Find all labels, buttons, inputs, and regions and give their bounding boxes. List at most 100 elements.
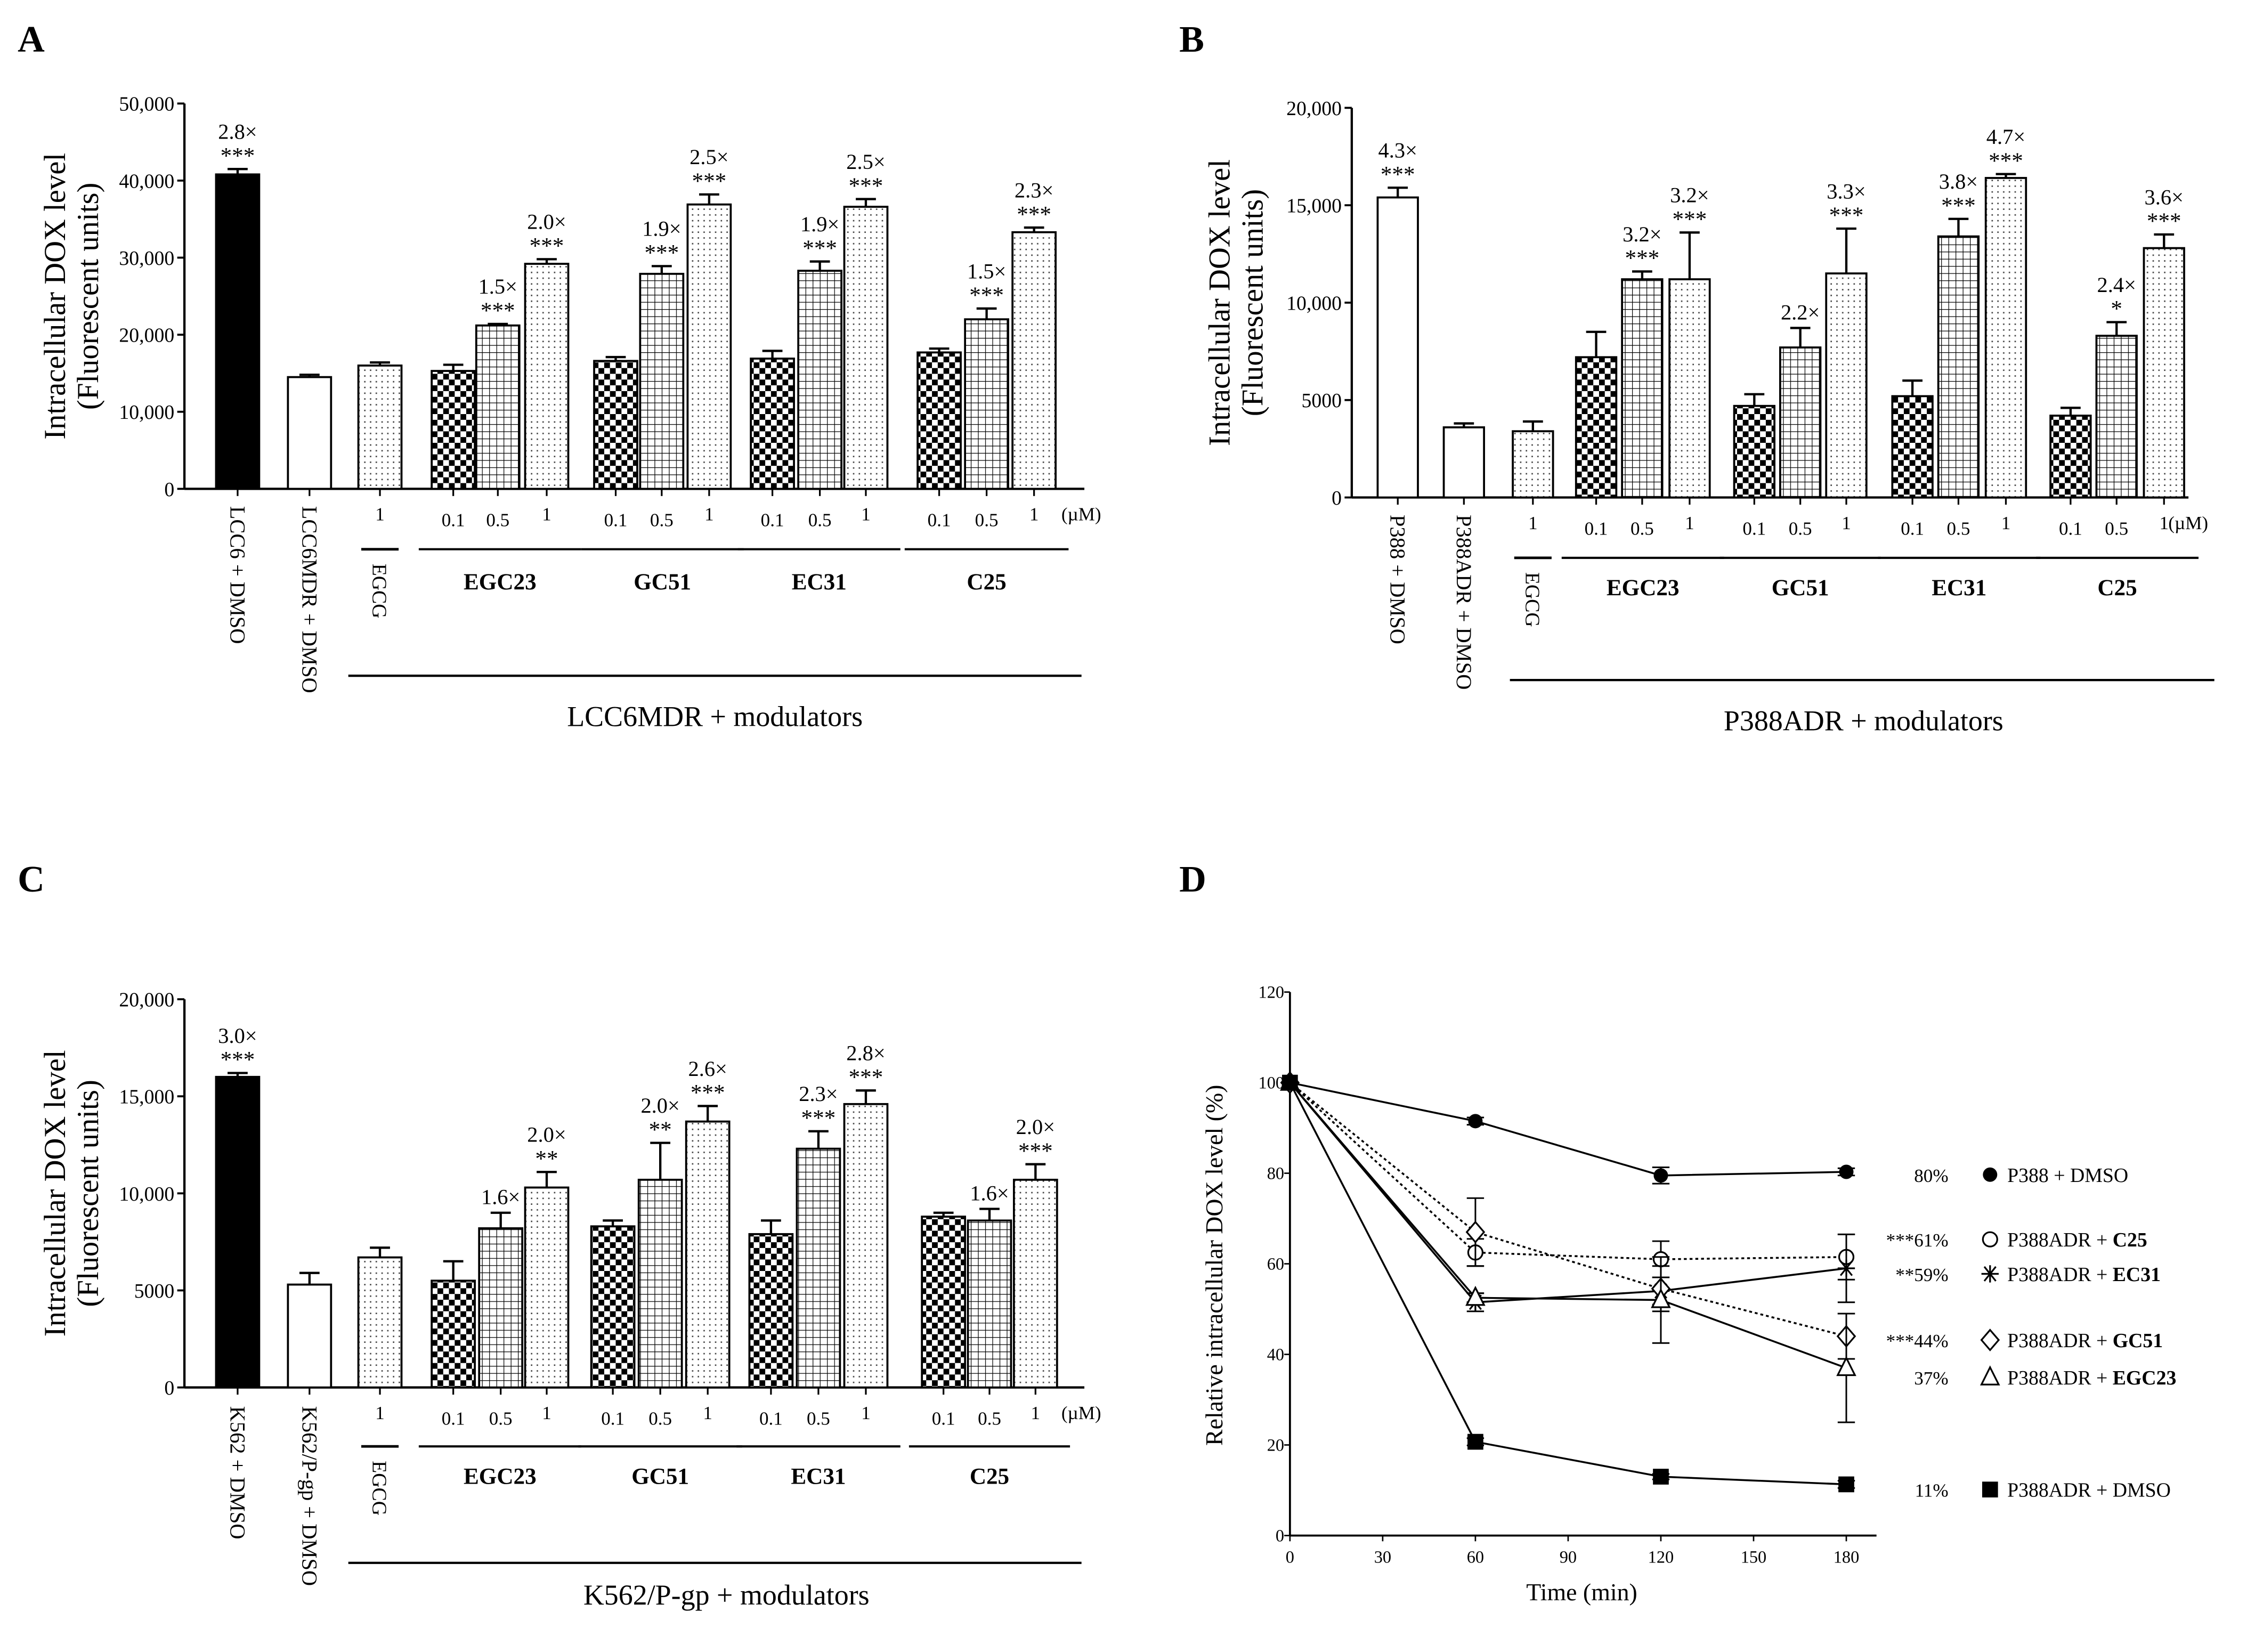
percent-value: 61% bbox=[1914, 1230, 1948, 1251]
significance-label: *** bbox=[530, 234, 564, 259]
bar bbox=[357, 365, 403, 490]
modulators-caption: P388ADR + modulators bbox=[1724, 705, 2003, 737]
significance-label: ** bbox=[1895, 1265, 1914, 1285]
group-label: EC31 bbox=[791, 1464, 846, 1489]
dose-label: 1 bbox=[861, 1403, 871, 1423]
asterisk-marker bbox=[1837, 1259, 1855, 1277]
y-tick-label: 5000 bbox=[134, 1280, 175, 1302]
bar bbox=[1937, 235, 1980, 499]
y-tick-label: 20,000 bbox=[119, 325, 174, 347]
group-label: EGCG bbox=[368, 1461, 391, 1516]
significance-label: *** bbox=[1625, 246, 1660, 271]
dose-label: 0.1 bbox=[2059, 519, 2082, 539]
modulators-caption: K562/P-gp + modulators bbox=[583, 1579, 870, 1611]
y-tick-label: 0 bbox=[1332, 487, 1342, 509]
percent-value: 80% bbox=[1914, 1165, 1948, 1186]
fold-change-label: 2.4× bbox=[2097, 273, 2136, 297]
y-tick-label: 120 bbox=[1259, 983, 1285, 1002]
panel-label-d: D bbox=[1179, 859, 1206, 900]
significance-label: *** bbox=[1381, 162, 1415, 187]
significance-label: *** bbox=[1829, 203, 1864, 228]
filled-square-marker bbox=[1467, 1434, 1483, 1450]
dose-label: 0.1 bbox=[761, 509, 784, 530]
dose-label: 1 bbox=[542, 504, 551, 525]
dose-label: 1 bbox=[1528, 513, 1538, 533]
significance-label: *** bbox=[221, 1048, 255, 1073]
legend-name-bold: GC51 bbox=[2113, 1330, 2163, 1352]
fold-change-label: 4.7× bbox=[1986, 125, 2025, 149]
significance-label: *** bbox=[481, 298, 515, 323]
series-p388adr-egc23 bbox=[1280, 1071, 1856, 1423]
bar bbox=[431, 1280, 476, 1389]
y-tick-label: 0 bbox=[1276, 1526, 1284, 1545]
significance-label: *** bbox=[1673, 207, 1707, 232]
fold-change-label: 3.0× bbox=[218, 1024, 257, 1048]
dose-label: 0.5 bbox=[2105, 519, 2128, 539]
group-label: EC31 bbox=[1932, 576, 1986, 601]
x-tick-label: 0 bbox=[1286, 1548, 1294, 1567]
dose-label: 1 bbox=[375, 504, 385, 525]
bar bbox=[1984, 177, 2027, 499]
y-tick-label: 50,000 bbox=[119, 93, 174, 116]
panel-a-bar-chart: Intracellular DOX level (Fluorescent unit… bbox=[39, 93, 1101, 733]
y-axis-label: Intracellular DOX level bbox=[39, 1050, 72, 1337]
dose-label: 0.1 bbox=[1585, 519, 1608, 539]
x-tick-label: 150 bbox=[1741, 1548, 1767, 1567]
unit-label: (µM) bbox=[2168, 513, 2208, 533]
bar bbox=[1825, 272, 1868, 499]
fold-change-label: 1.6× bbox=[970, 1181, 1009, 1205]
final-percent-label: **59% bbox=[1895, 1265, 1948, 1285]
group-label: EGC23 bbox=[464, 1464, 537, 1489]
group-label: C25 bbox=[2097, 576, 2137, 601]
bar bbox=[524, 1186, 570, 1389]
bar bbox=[215, 173, 261, 490]
panel-label-a: A bbox=[18, 19, 45, 60]
fold-change-label: 3.3× bbox=[1827, 179, 1865, 203]
fold-change-label: 2.3× bbox=[799, 1082, 838, 1106]
dose-label: 0.5 bbox=[978, 1408, 1001, 1429]
y-tick-label: 5000 bbox=[1301, 390, 1342, 412]
x-tick-label: 180 bbox=[1834, 1548, 1860, 1567]
dose-label: 0.1 bbox=[604, 509, 628, 530]
bar bbox=[593, 360, 638, 490]
significance-label: *** bbox=[1886, 1331, 1915, 1351]
dose-label: 1 bbox=[1842, 513, 1851, 533]
significance-label: *** bbox=[221, 143, 255, 168]
bar bbox=[1779, 346, 1822, 499]
panel-label-c: C bbox=[18, 859, 45, 900]
group-label: EGCG bbox=[368, 564, 391, 619]
series-p388adr-gc51 bbox=[1280, 1071, 1856, 1360]
significance-label: *** bbox=[691, 1081, 725, 1106]
y-axis-label: Intracellular DOX level bbox=[1204, 159, 1237, 446]
filled-square-marker bbox=[1838, 1476, 1854, 1493]
open-triangle-marker bbox=[1836, 1356, 1856, 1376]
x-tick-label: 120 bbox=[1648, 1548, 1674, 1567]
significance-label: *** bbox=[2147, 209, 2181, 234]
fold-change-label: 2.5× bbox=[690, 145, 728, 169]
dose-label: 0.1 bbox=[759, 1408, 783, 1429]
control-bar-label: LCC6MDR + DMSO bbox=[297, 506, 321, 693]
filled-circle-marker bbox=[1839, 1164, 1854, 1179]
dose-label: 1 bbox=[542, 1403, 551, 1423]
dose-label: 0.5 bbox=[648, 1408, 672, 1429]
dose-label: 0.5 bbox=[650, 509, 674, 530]
fold-change-label: 2.3× bbox=[1015, 178, 1053, 202]
percent-value: 59% bbox=[1914, 1265, 1948, 1285]
panel-b-bar-chart: Intracellular DOX level (Fluorescent unit… bbox=[1204, 98, 2215, 737]
bar bbox=[796, 1147, 841, 1389]
significance-label: *** bbox=[644, 241, 679, 266]
legend-name-bold: EGC23 bbox=[2113, 1367, 2177, 1389]
legend-label: P388 + DMSO bbox=[2007, 1164, 2128, 1187]
y-axis-label: (Fluorescent units) bbox=[72, 183, 105, 410]
bar bbox=[590, 1225, 636, 1389]
series-line bbox=[1289, 1082, 1847, 1338]
dose-label: 0.5 bbox=[808, 509, 832, 530]
fold-change-label: 2.0× bbox=[527, 1123, 566, 1147]
significance-label: *** bbox=[801, 1106, 836, 1131]
dose-label: 1 bbox=[704, 504, 714, 525]
fold-change-label: 1.9× bbox=[800, 212, 839, 236]
significance-label: *** bbox=[969, 283, 1004, 308]
group-label: EGC23 bbox=[1607, 576, 1680, 601]
dose-label: 1 bbox=[375, 1403, 385, 1423]
dose-label: 1 bbox=[1685, 513, 1694, 533]
